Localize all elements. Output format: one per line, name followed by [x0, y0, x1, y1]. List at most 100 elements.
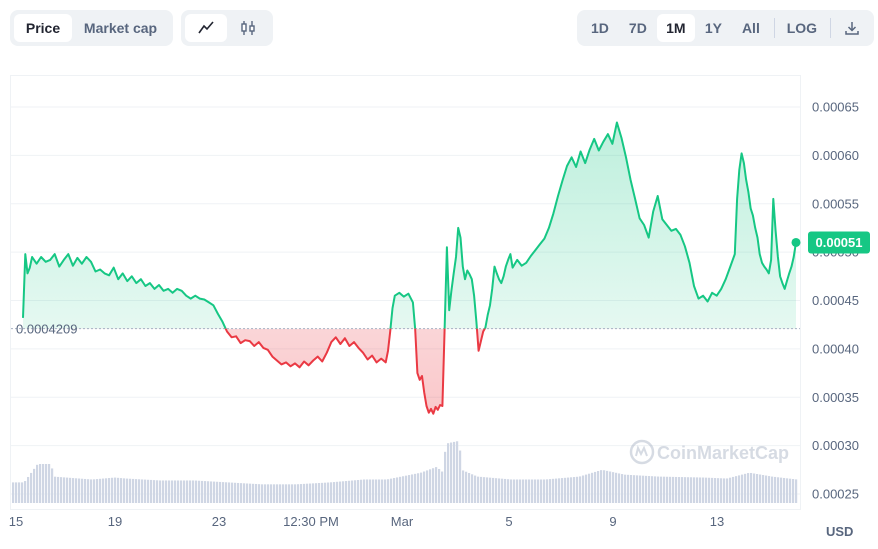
volume-bar: [327, 482, 330, 503]
volume-bar: [555, 478, 558, 503]
y-tick-label: 0.00035: [812, 390, 859, 405]
volume-bar: [321, 482, 324, 503]
volume-bar: [180, 480, 183, 503]
volume-bar: [564, 477, 567, 503]
volume-bar: [405, 475, 408, 503]
current-price-badge: [808, 231, 870, 254]
currency-label: USD: [826, 524, 853, 539]
volume-bar: [360, 479, 363, 503]
volume-bar: [540, 479, 543, 503]
volume-bar: [789, 478, 792, 503]
y-tick-label: 0.00065: [812, 100, 859, 115]
volume-bar: [465, 471, 468, 503]
x-tick-label: 9: [609, 514, 616, 529]
volume-bar: [594, 471, 597, 503]
current-price-label: 0.00051: [816, 235, 863, 250]
volume-bar: [684, 477, 687, 503]
volume-bar: [156, 480, 159, 503]
coinmarketcap-logo-mark: [635, 445, 648, 457]
volume-bar: [177, 480, 180, 503]
volume-bar: [702, 477, 705, 503]
volume-bar: [204, 481, 207, 503]
volume-bar: [471, 474, 474, 503]
volume-bar: [633, 475, 636, 503]
volume-bar: [642, 475, 645, 503]
volume-bar: [525, 479, 528, 503]
volume-bar: [651, 476, 654, 503]
volume-bar: [762, 475, 765, 503]
volume-bar: [153, 480, 156, 503]
volume-bar: [663, 476, 666, 503]
download-button[interactable]: [834, 14, 870, 42]
volume-bar: [477, 476, 480, 503]
current-price-dot: [791, 237, 801, 247]
volume-bar: [315, 483, 318, 503]
market-cap-tab[interactable]: Market cap: [83, 20, 158, 36]
volume-bar: [639, 475, 642, 503]
range-1d-button[interactable]: 1D: [591, 20, 609, 36]
volume-bar: [591, 472, 594, 503]
volume-bar: [618, 473, 621, 503]
volume-bar: [111, 477, 114, 503]
volume-bar: [708, 477, 711, 503]
volume-bar: [399, 476, 402, 503]
volume-bar: [462, 470, 465, 503]
volume-bar: [216, 481, 219, 503]
price-area-up: [23, 122, 796, 329]
volume-bar: [753, 473, 756, 503]
volume-bar: [615, 472, 618, 503]
volume-bar: [498, 478, 501, 503]
range-all-button[interactable]: All: [741, 20, 760, 36]
volume-bar: [273, 484, 276, 503]
volume-bar: [291, 484, 294, 503]
volume-bar: [537, 479, 540, 503]
x-tick-label: 19: [108, 514, 122, 529]
volume-bar: [201, 480, 204, 503]
volume-bar: [108, 478, 111, 503]
range-1y-button[interactable]: 1Y: [704, 20, 722, 36]
price-tab[interactable]: Price: [14, 14, 72, 42]
volume-bar: [45, 464, 48, 503]
volume-bar: [792, 479, 795, 503]
volume-bar: [144, 479, 147, 503]
volume-bar: [567, 477, 570, 503]
volume-bar: [768, 476, 771, 503]
range-1m-button[interactable]: 1M: [656, 14, 695, 42]
volume-bar: [675, 476, 678, 503]
volume-bar: [60, 477, 63, 503]
volume-bar: [141, 479, 144, 503]
volume-bar: [276, 484, 279, 503]
volume-bar: [510, 479, 513, 503]
volume-bar: [522, 479, 525, 503]
volume-bar: [558, 478, 561, 503]
line-chart-button[interactable]: [185, 14, 227, 42]
volume-bar: [573, 477, 576, 503]
volume-bar: [222, 482, 225, 503]
volume-bar: [57, 476, 60, 503]
volume-bar: [600, 470, 603, 503]
volume-bar: [690, 477, 693, 503]
volume-bar: [696, 477, 699, 503]
candlestick-button[interactable]: [227, 14, 269, 42]
price-line-up: [22, 121, 797, 329]
y-tick-label: 0.00040: [812, 341, 859, 356]
range-7d-button[interactable]: 7D: [628, 20, 647, 36]
volume-bar: [159, 480, 162, 503]
volume-bar: [579, 476, 582, 503]
log-scale-button[interactable]: LOG: [786, 20, 818, 36]
volume-bar: [381, 479, 384, 503]
volume-bar: [330, 482, 333, 503]
volume-bar: [192, 480, 195, 503]
volume-bar: [552, 478, 555, 503]
volume-bar: [687, 477, 690, 503]
volume-bar: [393, 478, 396, 503]
volume-bar: [93, 479, 96, 503]
volume-bar: [408, 475, 411, 503]
volume-bar: [81, 478, 84, 503]
volume-bar: [240, 483, 243, 503]
volume-bar: [114, 477, 117, 503]
volume-bar: [36, 464, 39, 503]
x-tick-label: 5: [505, 514, 512, 529]
volume-bar: [738, 475, 741, 503]
